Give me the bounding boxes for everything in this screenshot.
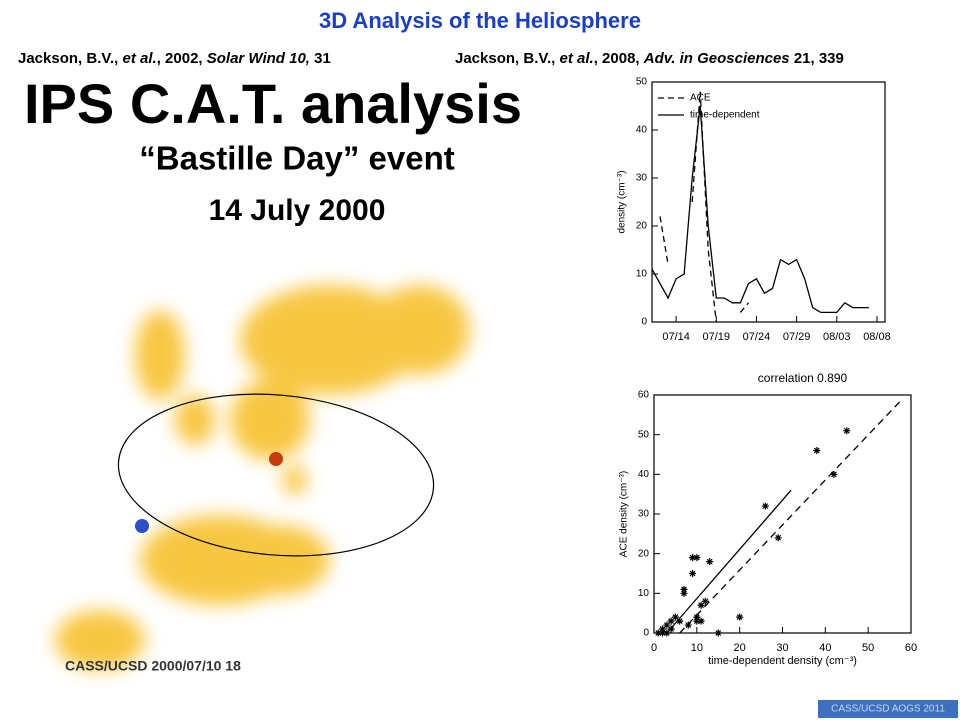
point bbox=[697, 601, 705, 609]
x-tick-label: 60 bbox=[905, 642, 917, 654]
point bbox=[706, 558, 714, 566]
point bbox=[693, 617, 701, 625]
plot-frame bbox=[651, 81, 886, 323]
point bbox=[680, 585, 688, 593]
y-tick-label: 60 bbox=[638, 390, 650, 401]
x-tick-label: 08/08 bbox=[863, 331, 891, 343]
point bbox=[676, 617, 684, 625]
point bbox=[671, 613, 679, 621]
y-tick-label: 0 bbox=[643, 628, 649, 639]
series-line bbox=[659, 91, 749, 323]
y-tick-label: 10 bbox=[636, 269, 648, 280]
ref-part: 31 bbox=[310, 50, 331, 67]
x-tick-label: 20 bbox=[734, 642, 746, 654]
ref-part: et al. bbox=[123, 50, 157, 67]
ref-part: , 2008, bbox=[594, 50, 644, 67]
point bbox=[736, 613, 744, 621]
reference: Jackson, B.V., et al., 2002, Solar Wind … bbox=[18, 50, 331, 67]
point bbox=[830, 470, 838, 478]
ref-part: Adv. in Geosciences bbox=[643, 50, 790, 67]
x-tick-label: 0 bbox=[651, 642, 657, 654]
chart-title: correlation 0.890 bbox=[758, 371, 848, 385]
event-name: “Bastille Day” event bbox=[139, 140, 454, 177]
y-tick-label: 50 bbox=[636, 77, 648, 88]
point bbox=[697, 617, 705, 625]
ref-part: Jackson, B.V., bbox=[18, 50, 123, 67]
x-tick-label: 10 bbox=[691, 642, 703, 654]
ref-part: 21, 339 bbox=[790, 50, 844, 67]
point bbox=[761, 502, 769, 510]
y-axis-label: ACE density (cm⁻³) bbox=[619, 471, 630, 557]
point bbox=[684, 621, 692, 629]
heliosphere-image bbox=[55, 285, 470, 670]
point bbox=[843, 427, 851, 435]
x-tick-label: 08/03 bbox=[823, 331, 851, 343]
ref-part: Jackson, B.V., bbox=[455, 50, 560, 67]
point bbox=[689, 554, 697, 562]
y-tick-label: 40 bbox=[638, 469, 650, 480]
point bbox=[693, 554, 701, 562]
y-tick-label: 0 bbox=[641, 317, 647, 328]
legend-label: ACE bbox=[690, 93, 711, 104]
point bbox=[659, 625, 667, 633]
x-tick-label: 07/29 bbox=[783, 331, 811, 343]
y-axis-label: density (cm⁻³) bbox=[617, 170, 628, 233]
x-tick-label: 50 bbox=[862, 642, 874, 654]
y-tick-label: 30 bbox=[638, 509, 650, 520]
ref-part: et al. bbox=[560, 50, 594, 67]
y-tick-label: 10 bbox=[638, 588, 650, 599]
footer: CASS/UCSD AOGS 2011 bbox=[831, 704, 945, 715]
point bbox=[663, 621, 671, 629]
point bbox=[714, 629, 722, 637]
y-tick-label: 30 bbox=[636, 173, 648, 184]
title: 3D Analysis of the Heliosphere bbox=[319, 8, 641, 33]
point bbox=[667, 617, 675, 625]
x-axis-label: time-dependent density (cm⁻³) bbox=[708, 655, 857, 667]
point bbox=[659, 629, 667, 637]
y-tick-label: 40 bbox=[636, 125, 648, 136]
fit-line bbox=[679, 398, 903, 634]
x-tick-label: 07/19 bbox=[703, 331, 731, 343]
fit-line bbox=[666, 489, 792, 634]
reference: Jackson, B.V., et al., 2008, Adv. in Geo… bbox=[455, 50, 844, 67]
image-caption: CASS/UCSD 2000/07/10 18 bbox=[65, 658, 241, 674]
ref-part: Solar Wind 10, bbox=[207, 50, 310, 67]
point bbox=[693, 613, 701, 621]
point bbox=[689, 570, 697, 577]
ref-part: , 2002, bbox=[157, 50, 207, 67]
x-tick-label: 07/14 bbox=[662, 331, 690, 343]
x-tick-label: 07/24 bbox=[743, 331, 771, 343]
legend-label: time-dependent bbox=[690, 110, 760, 121]
x-tick-label: 30 bbox=[776, 642, 788, 654]
point bbox=[680, 589, 688, 597]
footer-box bbox=[818, 700, 958, 718]
point bbox=[774, 534, 782, 542]
x-tick-label: 40 bbox=[819, 642, 831, 654]
point bbox=[701, 597, 709, 605]
series-line bbox=[651, 105, 869, 314]
y-tick-label: 20 bbox=[636, 221, 648, 232]
heading: IPS C.A.T. analysis bbox=[24, 72, 522, 135]
y-tick-label: 50 bbox=[638, 429, 650, 440]
point bbox=[813, 447, 821, 455]
event-date: 14 July 2000 bbox=[209, 194, 386, 227]
point bbox=[654, 629, 662, 637]
y-tick-label: 20 bbox=[638, 548, 650, 559]
